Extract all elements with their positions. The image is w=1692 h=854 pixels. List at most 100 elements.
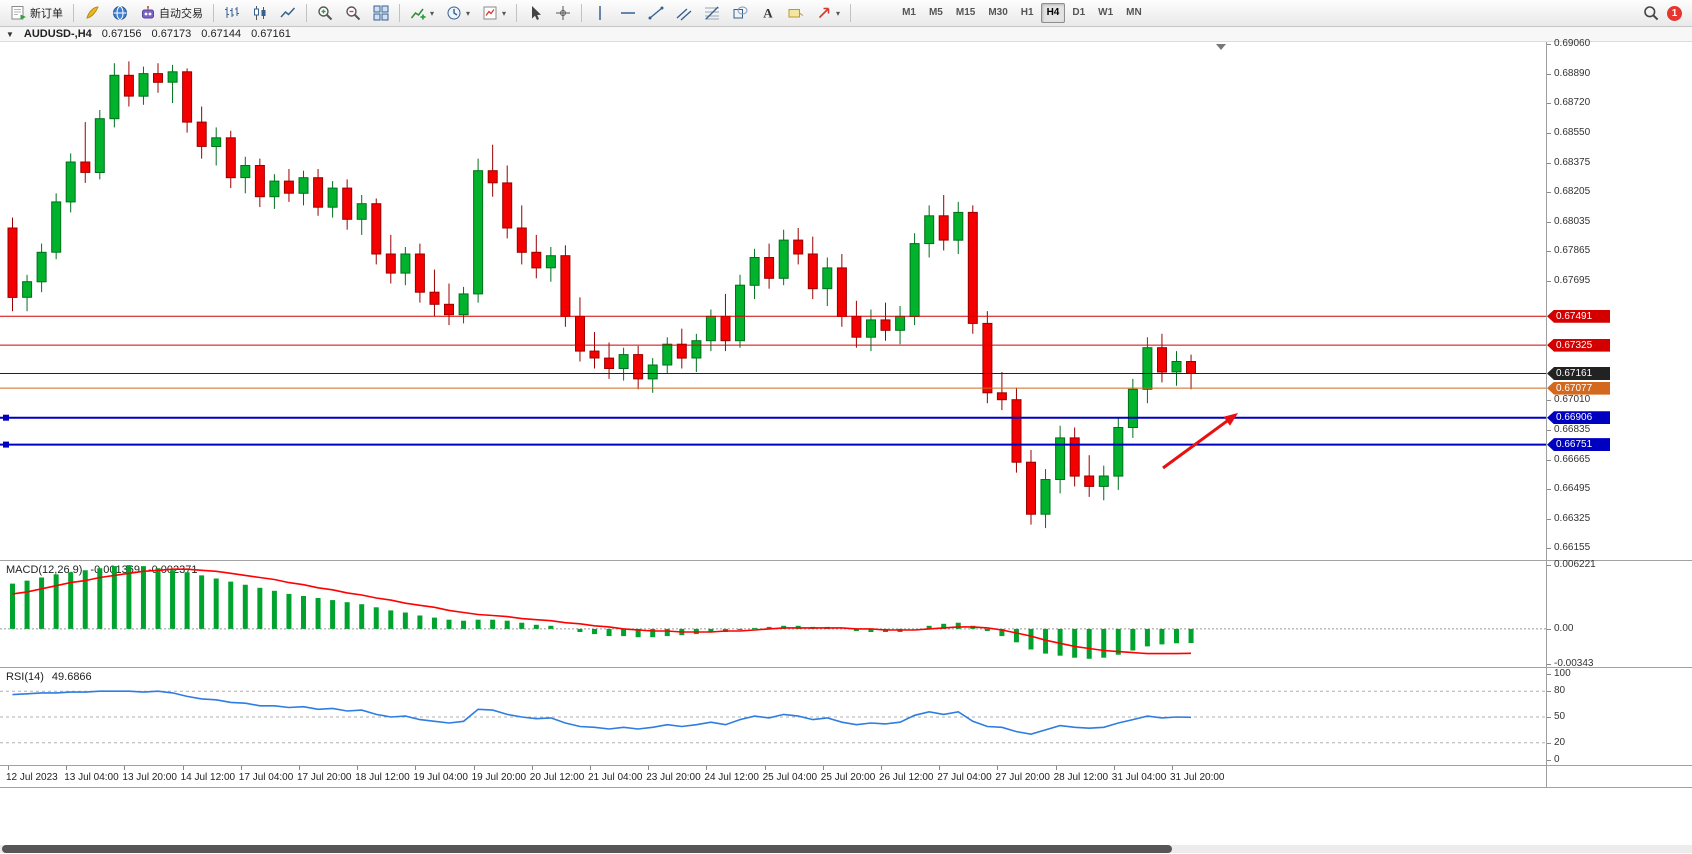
time-label: 25 Jul 20:00 (820, 772, 876, 783)
axis-tick-label: 0.68720 (1554, 97, 1591, 109)
time-label: 26 Jul 12:00 (879, 772, 934, 783)
text-button[interactable]: A (755, 2, 781, 25)
candle (1084, 475, 1095, 487)
timeframe-m1[interactable]: M1 (902, 7, 916, 18)
time-label: 27 Jul 04:00 (937, 772, 992, 783)
panel-separator-bottom[interactable] (0, 765, 1692, 766)
candle (298, 177, 309, 194)
fibonacci-button[interactable] (699, 2, 725, 25)
candle (1069, 437, 1080, 477)
crosshair-button[interactable] (550, 2, 576, 25)
zoom-in-button[interactable] (312, 2, 338, 25)
arrows-button[interactable]: ▾ (811, 2, 845, 25)
shapes-button[interactable] (727, 2, 753, 25)
line-handle[interactable] (3, 441, 9, 448)
axis-tick-mark (1547, 489, 1551, 490)
notification-badge[interactable]: 1 (1667, 5, 1682, 21)
time-tick-mark (648, 766, 650, 770)
candle (502, 182, 513, 229)
timeframe-group: M1 M5 M15 M30 H1 H4 D1 W1 MN (896, 3, 1148, 23)
collapse-icon[interactable]: ▼ (6, 29, 14, 39)
templates-dropdown-arrow[interactable]: ▾ (502, 8, 507, 18)
bar-chart-button[interactable] (219, 2, 245, 25)
equidistant-channel-button[interactable] (671, 2, 697, 25)
timeframe-mn[interactable]: MN (1126, 7, 1142, 18)
chart-shift-marker-icon[interactable] (1216, 44, 1226, 50)
autotrading-button[interactable]: 自动交易 (135, 2, 208, 25)
time-tick-mark (881, 766, 882, 770)
trend-arrow-annotation[interactable] (1162, 417, 1231, 470)
axis-tick-label: 0.68550 (1554, 126, 1591, 138)
rsi-title: RSI(14) (6, 671, 44, 683)
arrows-dropdown-arrow[interactable]: ▾ (836, 8, 841, 18)
candle (545, 255, 556, 269)
axis-tick-label: 0.68035 (1554, 215, 1591, 227)
price-axis[interactable]: 0.69060 0.68890 0.68720 0.68550 0.68375 0.682… (1546, 38, 1692, 788)
candle (516, 227, 527, 253)
line-chart-button[interactable] (275, 2, 301, 25)
panel-separator-macd[interactable] (0, 560, 1692, 561)
indicators-button[interactable]: ▾ (405, 2, 439, 25)
market-button[interactable] (107, 2, 133, 25)
rsi-plot[interactable] (0, 668, 1546, 765)
new-order-button[interactable]: 新订单 (6, 2, 68, 25)
time-tick-mark (299, 766, 300, 770)
time-axis[interactable]: 12 Jul 2023 13 Jul 04:00 13 Jul 20:00 14 Ju… (0, 766, 1692, 788)
timeframe-d1[interactable]: D1 (1072, 7, 1086, 18)
timeframe-m5[interactable]: M5 (928, 7, 943, 18)
horizontal-line-button[interactable] (615, 2, 641, 25)
timeframe-w1[interactable]: W1 (1098, 7, 1114, 18)
candle (953, 211, 964, 241)
candle (866, 319, 876, 338)
cursor-icon (527, 5, 543, 21)
signals-button[interactable] (79, 2, 105, 25)
timeframe-m30[interactable]: M30 (988, 7, 1008, 18)
vertical-line-button[interactable] (587, 2, 613, 25)
search-icon[interactable] (1643, 5, 1659, 21)
tile-windows-button[interactable] (368, 2, 394, 25)
axis-tick-label: 0.66835 (1554, 424, 1591, 436)
candle (385, 253, 396, 274)
cursor-button[interactable] (522, 2, 548, 25)
horizontal-scrollbar[interactable] (0, 845, 1692, 853)
trendline-icon (648, 5, 664, 21)
panel-separator-rsi[interactable] (0, 667, 1692, 668)
time-label: 25 Jul 04:00 (762, 772, 818, 783)
price-tag: 0.66751 (1547, 438, 1610, 452)
time-label: 24 Jul 12:00 (704, 772, 759, 783)
fibonacci-icon (704, 5, 720, 21)
timeframe-h1[interactable]: H1 (1020, 7, 1034, 18)
axis-tick-label: 0 (1554, 754, 1560, 765)
indicators-dropdown-arrow[interactable]: ▾ (430, 8, 435, 18)
time-tick-mark (706, 766, 708, 770)
timeframe-h4[interactable]: H4 (1040, 3, 1066, 23)
trendline-button[interactable] (643, 2, 669, 25)
line-handle[interactable] (3, 414, 9, 421)
signals-icon (84, 5, 100, 21)
candle-chart-icon (252, 5, 268, 21)
periods-icon (446, 5, 462, 21)
time-label: 17 Jul 04:00 (238, 772, 294, 783)
main-chart-plot[interactable] (0, 42, 1546, 560)
time-label: 17 Jul 20:00 (297, 772, 352, 783)
macd-plot[interactable] (0, 561, 1546, 667)
candle (7, 227, 18, 298)
candle (1142, 347, 1153, 390)
templates-button[interactable]: ▾ (477, 2, 511, 25)
candle (342, 187, 353, 220)
scrollbar-thumb[interactable] (2, 845, 1172, 853)
candle-chart-button[interactable] (247, 2, 273, 25)
templates-icon (482, 5, 498, 21)
periods-button[interactable]: ▾ (441, 2, 475, 25)
timeframe-m15[interactable]: M15 (955, 7, 976, 18)
time-tick-mark (764, 766, 766, 770)
candle (211, 137, 222, 148)
time-label: 19 Jul 20:00 (471, 772, 527, 783)
text-label-button[interactable] (783, 2, 809, 25)
zoom-out-button[interactable] (340, 2, 366, 25)
axis-tick-mark (1547, 251, 1551, 253)
periods-dropdown-arrow[interactable]: ▾ (466, 8, 471, 18)
chart-symbol-bar: ▼ AUDUSD-,H4 0.67156 0.67173 0.67144 0.6… (0, 27, 1692, 42)
open-value: 0.67156 (101, 28, 142, 40)
axis-tick-label: 100 (1554, 668, 1571, 679)
